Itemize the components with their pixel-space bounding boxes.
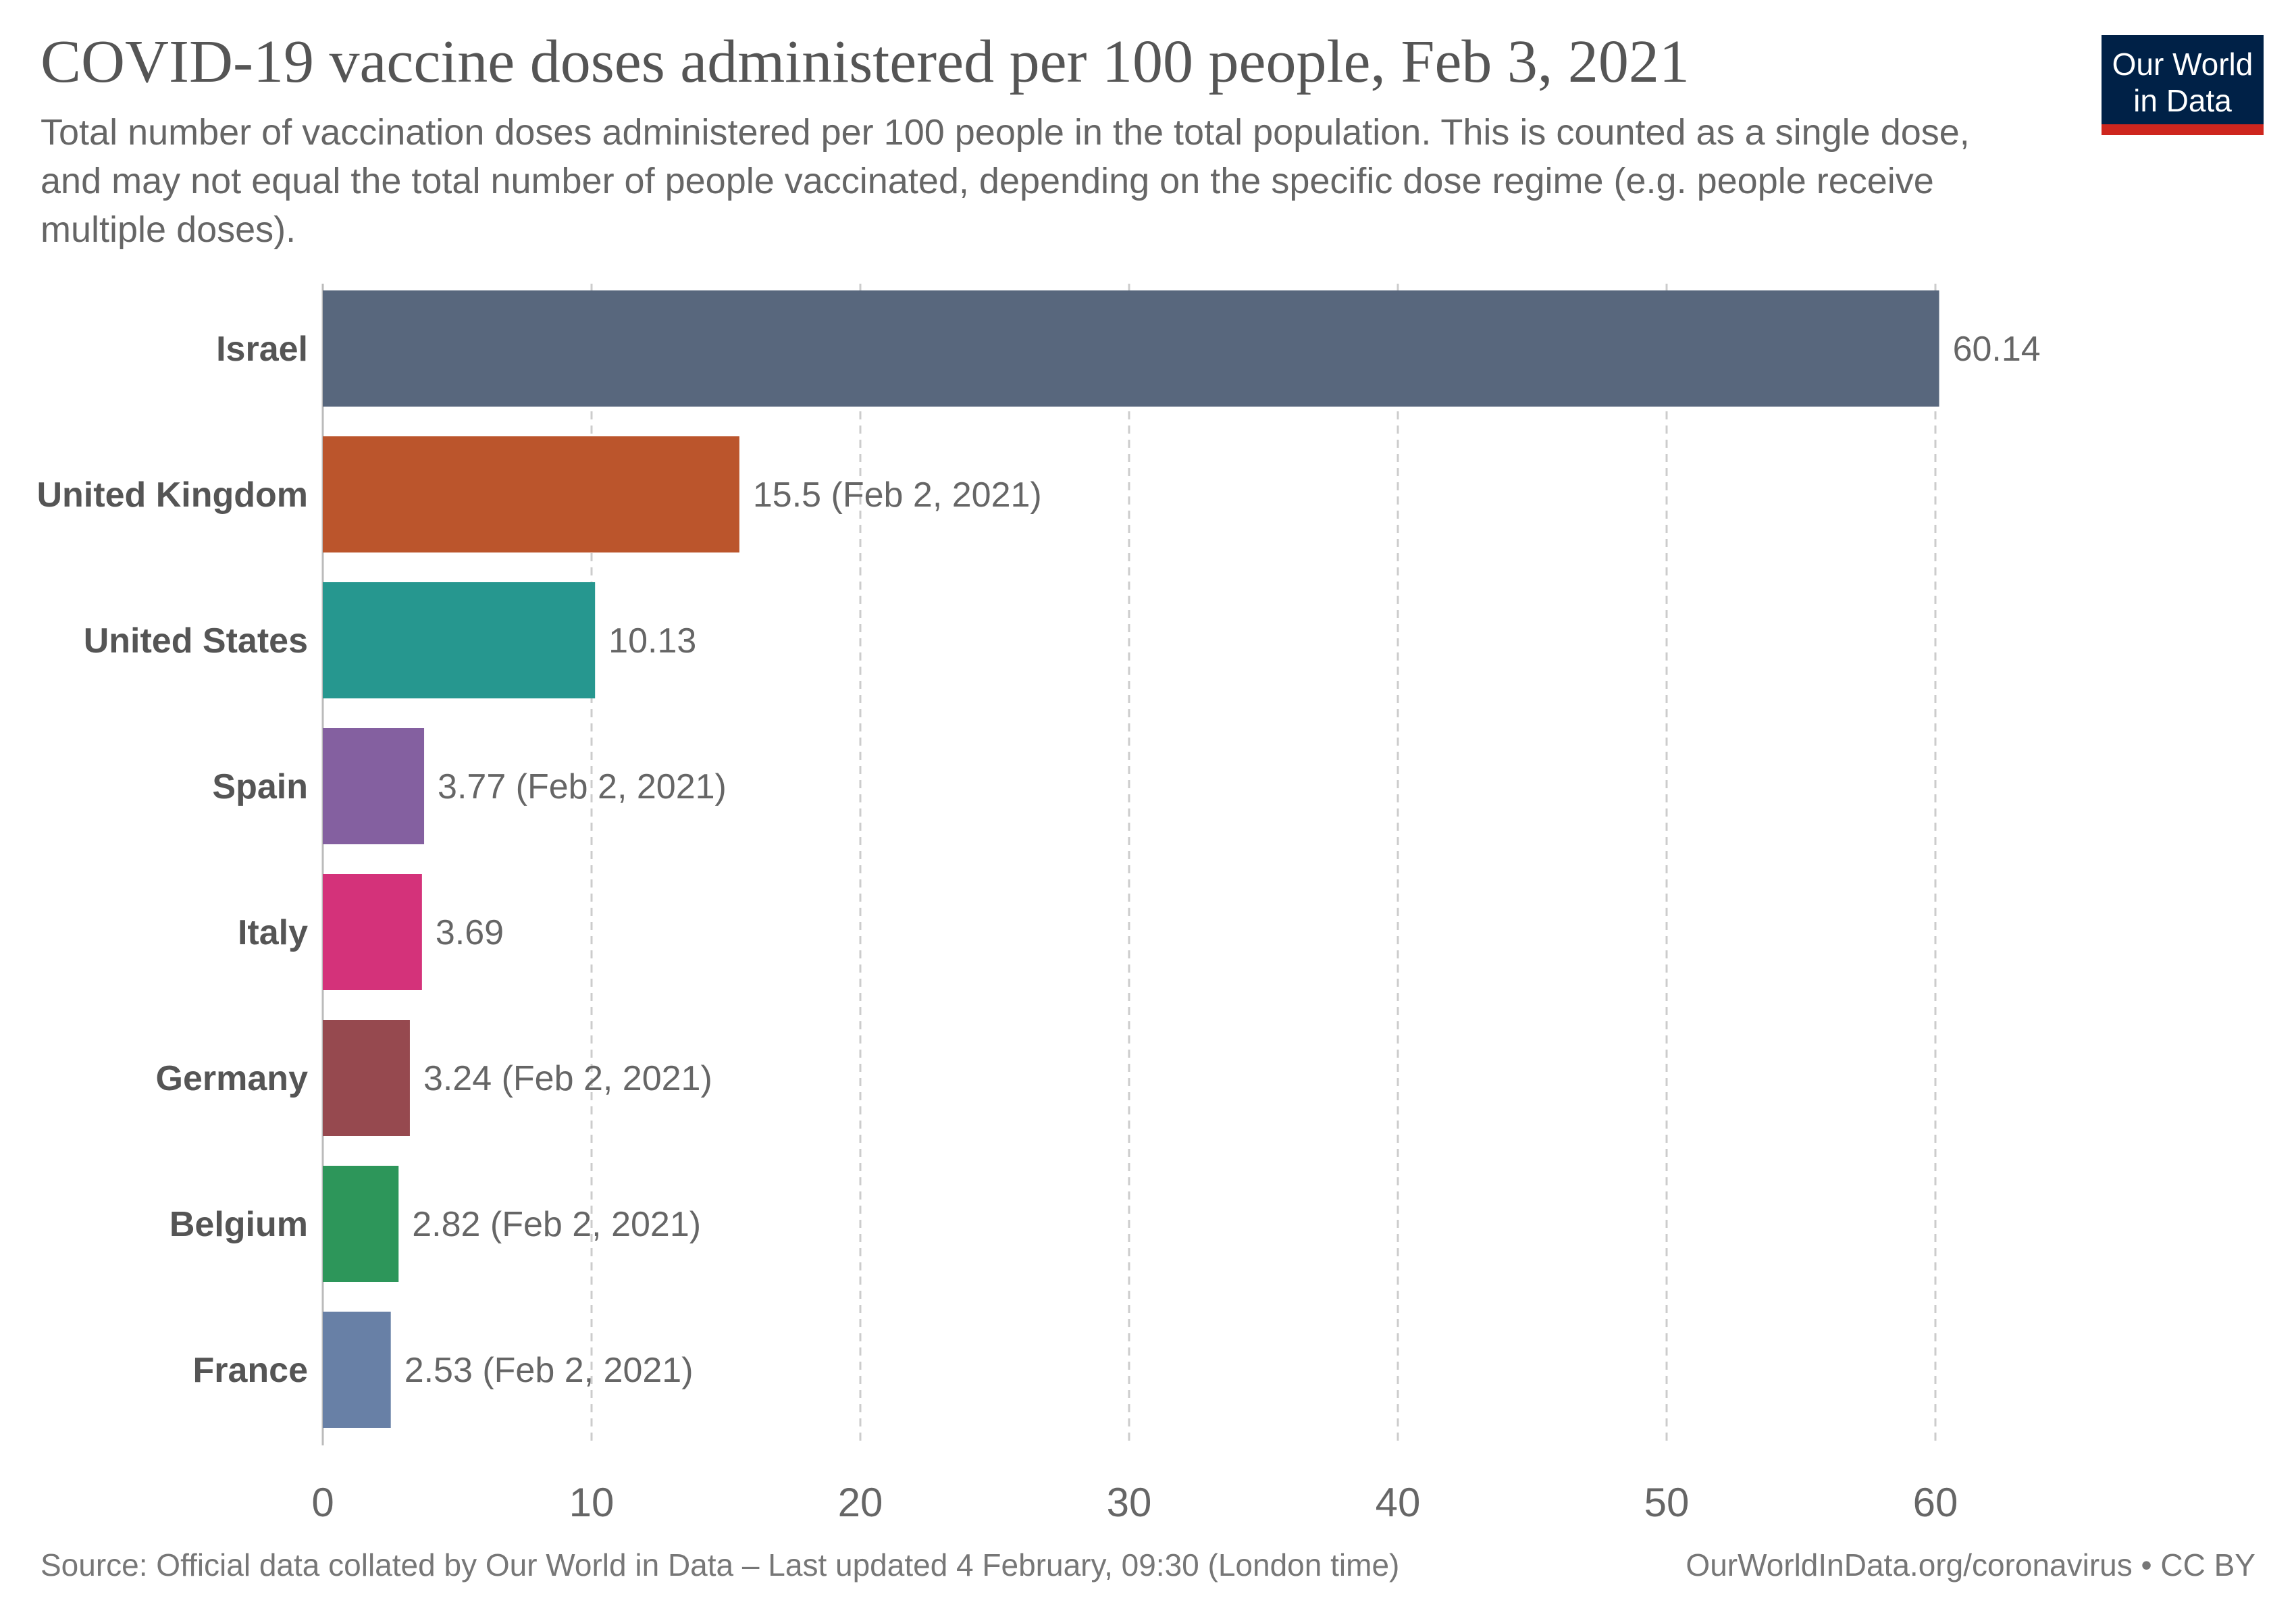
x-tick-label: 20 — [838, 1480, 883, 1525]
value-label: 3.24 (Feb 2, 2021) — [423, 1059, 712, 1098]
chart-subtitle: Total number of vaccination doses admini… — [41, 112, 1970, 250]
bar-chart: Israel 60.14 United Kingdom 15.5 (Feb 2, 20… — [36, 284, 2041, 1525]
x-tick-label: 40 — [1376, 1480, 1421, 1525]
category-label: Spain — [212, 767, 308, 806]
bar-belgium[interactable] — [323, 1166, 399, 1282]
x-tick-label: 10 — [569, 1480, 615, 1525]
value-label: 2.82 (Feb 2, 2021) — [412, 1205, 701, 1244]
x-tick-label: 60 — [1913, 1480, 1958, 1525]
bar-france[interactable] — [323, 1312, 391, 1428]
category-label: Israel — [216, 330, 308, 369]
category-label: United States — [84, 621, 308, 661]
bar-united-kingdom[interactable] — [323, 436, 739, 552]
category-label: France — [192, 1351, 308, 1390]
chart-title: COVID-19 vaccine doses administered per … — [41, 28, 1690, 95]
value-label: 15.5 (Feb 2, 2021) — [753, 475, 1042, 515]
footer-credit[interactable]: OurWorldInData.org/coronavirus • CC BY — [1686, 1547, 2255, 1583]
logo-line-2: in Data — [2133, 83, 2232, 118]
bar-italy[interactable] — [323, 874, 422, 990]
value-label: 60.14 — [1953, 330, 2041, 369]
category-label: Germany — [156, 1059, 309, 1098]
logo-line-1: Our World — [2112, 47, 2253, 82]
category-label: United Kingdom — [36, 475, 308, 515]
value-label: 2.53 (Feb 2, 2021) — [405, 1351, 694, 1390]
bar-germany[interactable] — [323, 1020, 410, 1136]
category-label: Italy — [238, 913, 308, 952]
x-tick-label: 0 — [311, 1480, 334, 1525]
value-label: 10.13 — [608, 621, 696, 661]
value-label: 3.69 — [436, 913, 504, 952]
owid-logo[interactable]: Our World in Data — [2102, 35, 2264, 135]
bar-spain[interactable] — [323, 728, 425, 844]
category-label: Belgium — [169, 1205, 308, 1244]
bar-israel[interactable] — [323, 290, 1939, 407]
value-label: 3.77 (Feb 2, 2021) — [438, 767, 727, 806]
x-tick-label: 30 — [1107, 1480, 1152, 1525]
bar-united-states[interactable] — [323, 582, 596, 698]
x-tick-label: 50 — [1644, 1480, 1690, 1525]
footer-source: Source: Official data collated by Our Wo… — [41, 1547, 1400, 1583]
